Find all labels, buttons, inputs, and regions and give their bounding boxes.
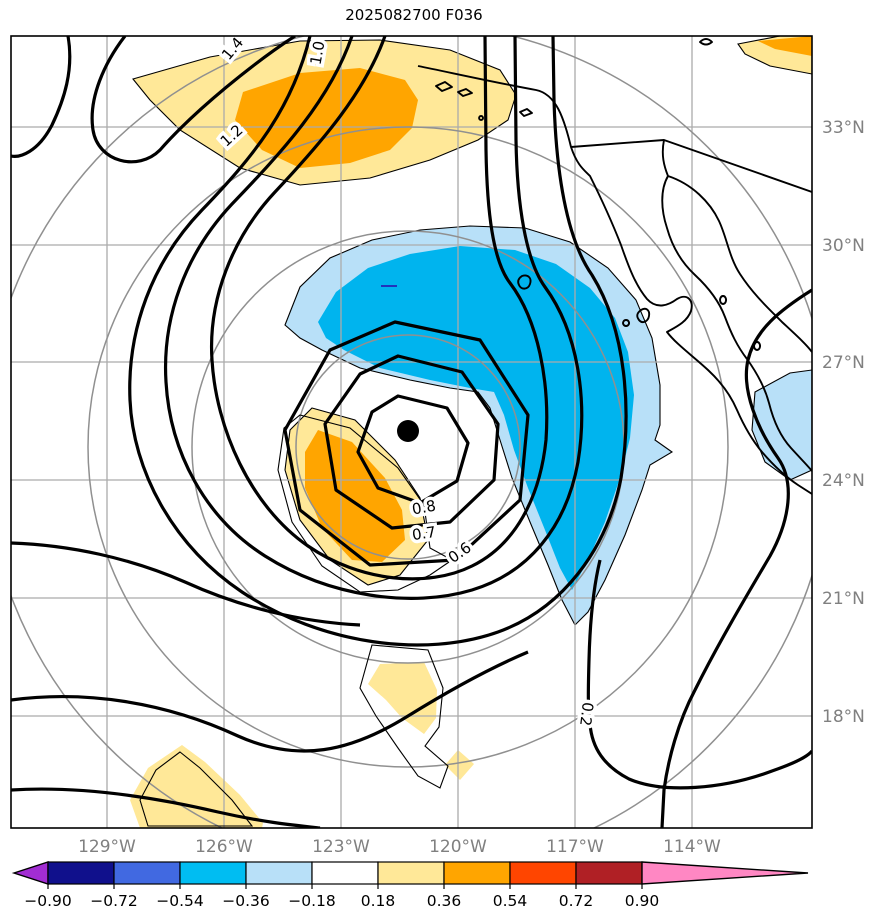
- colorbar-tick-label: −0.72: [90, 892, 138, 910]
- contour-line: [586, 559, 812, 790]
- chart-title: 2025082700 F036: [345, 6, 483, 24]
- colorbar-segment: [47, 861, 115, 885]
- colorbar-segment: [113, 861, 181, 885]
- longitude-tick-label: 114°W: [663, 837, 721, 857]
- colorbar-segment: [245, 861, 313, 885]
- thin-contour-outline: [359, 644, 449, 789]
- contour-label: 0.8: [411, 497, 438, 519]
- coastline: [517, 274, 532, 290]
- shaded-anomaly-region: [368, 662, 437, 734]
- colorbar-right-arrow: [641, 861, 809, 885]
- shaded-anomaly-region: [445, 750, 474, 780]
- map-layers: 1.4 1.01.20.80.70.60.2: [11, 36, 812, 828]
- contour-line: [163, 36, 584, 600]
- colorbar-segment: [311, 861, 379, 885]
- coastline: [417, 65, 812, 495]
- colorbar-segment: [443, 861, 511, 885]
- contour-line: [323, 354, 500, 530]
- colorbar-segment: [179, 861, 247, 885]
- coastline: [622, 319, 630, 327]
- contour-label: 0.6: [445, 538, 475, 566]
- colorbar-tick-label: 0.90: [625, 892, 660, 910]
- latitude-tick-label: 24°N: [822, 471, 865, 491]
- contour-line: [11, 650, 529, 753]
- coastline: [699, 38, 713, 46]
- contour-line: [209, 36, 549, 581]
- coastline: [457, 88, 473, 97]
- longitude-tick-label: 120°W: [429, 837, 487, 857]
- range-ring: [87, 126, 729, 768]
- colorbar-tick-label: −0.90: [24, 892, 72, 910]
- shaded-anomaly-region: [130, 745, 263, 828]
- colorbar-tick-label: 0.54: [493, 892, 528, 910]
- colorbar-segment: [509, 861, 577, 885]
- colorbar-tick-label: 0.72: [559, 892, 594, 910]
- colorbar: −0.90 −0.72 −0.54 −0.36 −0.18 0.18 0.36 0.54 0.7…: [11, 861, 809, 910]
- contour-line: [128, 36, 628, 647]
- longitude-tick-label: 117°W: [546, 837, 604, 857]
- contour-line: [11, 787, 321, 828]
- contour-label: 0.7: [411, 523, 437, 544]
- contour-line: [283, 320, 530, 567]
- colorbar-left-arrow: [11, 861, 49, 885]
- contour-line: [11, 541, 361, 627]
- latitude-tick-label: 30°N: [822, 236, 865, 256]
- coastline: [719, 295, 727, 305]
- map-frame: [10, 35, 813, 829]
- thin-contour-outline: [277, 414, 454, 593]
- contour-line: [90, 36, 296, 164]
- colorbar-segment: [377, 861, 445, 885]
- coastline: [661, 139, 812, 353]
- colorbar-tick-label: 0.18: [361, 892, 396, 910]
- coastline: [478, 115, 484, 121]
- latitude-tick-label: 18°N: [822, 707, 865, 727]
- latitude-tick-label: 27°N: [822, 353, 865, 373]
- contour-label: 0.2: [576, 701, 597, 727]
- latitude-tick-label: 21°N: [822, 589, 865, 609]
- colorbar-tick-label: −0.18: [288, 892, 336, 910]
- coastline: [661, 175, 812, 472]
- colorbar-segment: [575, 861, 643, 885]
- thin-contour-outline: [139, 751, 254, 827]
- shaded-anomaly-region: [318, 246, 634, 590]
- contour-line: [660, 288, 812, 828]
- longitude-tick-label: 123°W: [312, 837, 370, 857]
- contour-line: [356, 394, 470, 505]
- storm-center-marker: [397, 420, 419, 442]
- shaded-anomaly-region: [758, 36, 812, 56]
- coastline: [636, 307, 651, 324]
- colorbar-tick-label: −0.36: [222, 892, 270, 910]
- colorbar-tick-label: −0.54: [156, 892, 204, 910]
- colorbar-tick-label: 0.36: [427, 892, 462, 910]
- range-ring: [295, 334, 521, 560]
- contour-line: [11, 36, 72, 158]
- longitude-tick-label: 129°W: [78, 837, 136, 857]
- shaded-anomaly-region: [235, 68, 418, 168]
- longitude-tick-label: 126°W: [195, 837, 253, 857]
- coastline: [519, 108, 533, 117]
- coastline: [435, 81, 453, 92]
- latitude-tick-label: 33°N: [822, 118, 865, 138]
